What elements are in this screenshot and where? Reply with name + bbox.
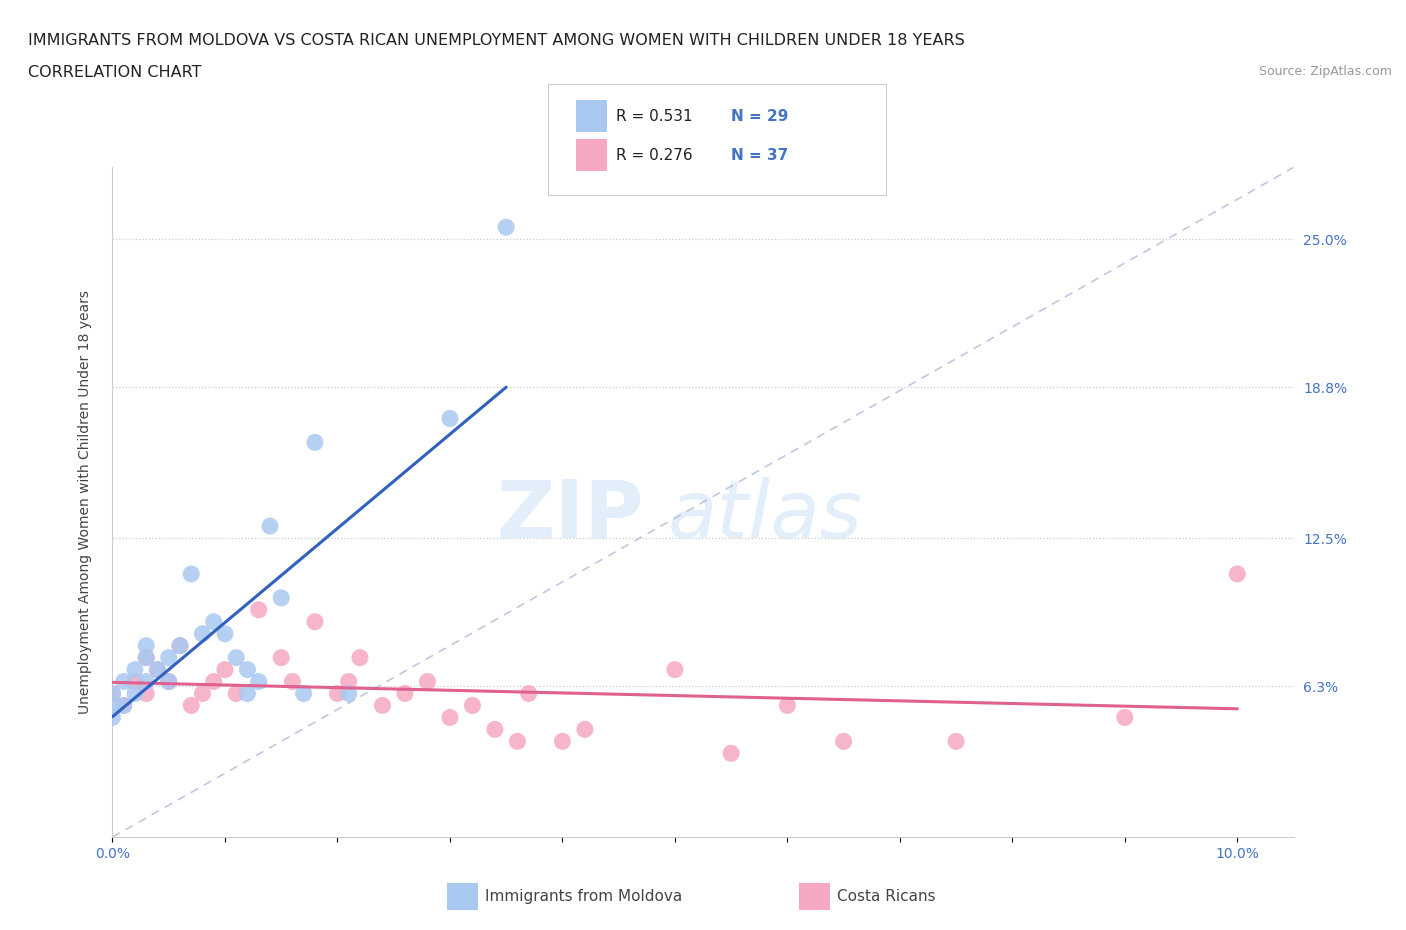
Point — [101, 686, 124, 701]
Point — [551, 734, 574, 749]
Point — [135, 686, 157, 701]
Point — [270, 591, 292, 605]
Point — [326, 686, 349, 701]
Point — [337, 674, 360, 689]
Point — [506, 734, 529, 749]
Point — [664, 662, 686, 677]
Text: Costa Ricans: Costa Ricans — [837, 889, 935, 904]
Point — [135, 650, 157, 665]
Point — [101, 698, 124, 713]
Point — [225, 686, 247, 701]
Point — [191, 686, 214, 701]
Point — [574, 722, 596, 737]
Point — [135, 638, 157, 653]
Point — [292, 686, 315, 701]
Text: Source: ZipAtlas.com: Source: ZipAtlas.com — [1258, 65, 1392, 78]
Point — [832, 734, 855, 749]
Point — [157, 650, 180, 665]
Point — [124, 674, 146, 689]
Point — [146, 662, 169, 677]
Point — [180, 566, 202, 581]
Point — [337, 686, 360, 701]
Point — [202, 674, 225, 689]
Point — [1226, 566, 1249, 581]
Point — [236, 662, 259, 677]
Point — [214, 662, 236, 677]
Point — [135, 674, 157, 689]
Point — [247, 674, 270, 689]
Point — [101, 686, 124, 701]
Text: IMMIGRANTS FROM MOLDOVA VS COSTA RICAN UNEMPLOYMENT AMONG WOMEN WITH CHILDREN UN: IMMIGRANTS FROM MOLDOVA VS COSTA RICAN U… — [28, 33, 965, 47]
Point — [146, 662, 169, 677]
Point — [169, 638, 191, 653]
Point — [304, 435, 326, 450]
Point — [776, 698, 799, 713]
Point — [349, 650, 371, 665]
Point — [101, 710, 124, 724]
Point — [484, 722, 506, 737]
Point — [304, 615, 326, 630]
Point — [157, 674, 180, 689]
Point — [1114, 710, 1136, 724]
Point — [180, 698, 202, 713]
Text: ZIP: ZIP — [496, 476, 644, 554]
Point — [270, 650, 292, 665]
Point — [202, 615, 225, 630]
Text: Immigrants from Moldova: Immigrants from Moldova — [485, 889, 682, 904]
Point — [236, 686, 259, 701]
Point — [112, 674, 135, 689]
Point — [214, 626, 236, 641]
Point — [135, 650, 157, 665]
Point — [461, 698, 484, 713]
Point — [124, 686, 146, 701]
Text: N = 29: N = 29 — [731, 109, 789, 124]
Point — [945, 734, 967, 749]
Point — [191, 626, 214, 641]
Point — [169, 638, 191, 653]
Text: N = 37: N = 37 — [731, 148, 789, 163]
Text: R = 0.531: R = 0.531 — [616, 109, 692, 124]
Text: CORRELATION CHART: CORRELATION CHART — [28, 65, 201, 80]
Point — [112, 698, 135, 713]
Point — [281, 674, 304, 689]
Text: R = 0.276: R = 0.276 — [616, 148, 692, 163]
Point — [495, 219, 517, 234]
Point — [720, 746, 742, 761]
Point — [124, 662, 146, 677]
Point — [259, 519, 281, 534]
Point — [439, 710, 461, 724]
Point — [371, 698, 394, 713]
Point — [225, 650, 247, 665]
Point — [157, 674, 180, 689]
Point — [247, 603, 270, 618]
Point — [416, 674, 439, 689]
Y-axis label: Unemployment Among Women with Children Under 18 years: Unemployment Among Women with Children U… — [77, 290, 91, 714]
Text: atlas: atlas — [668, 476, 862, 554]
Point — [112, 698, 135, 713]
Point — [394, 686, 416, 701]
Point — [439, 411, 461, 426]
Point — [517, 686, 540, 701]
